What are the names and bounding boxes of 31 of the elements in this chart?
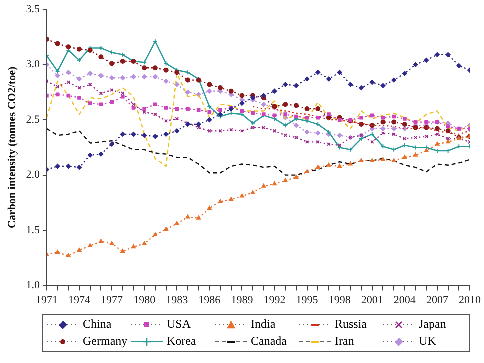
- y-axis-title: Carbon intensity (tonnes CO2/toe): [6, 66, 18, 229]
- x-tick-label: 1992: [264, 294, 286, 306]
- y-tick-label: 3.5: [26, 3, 40, 16]
- legend-label: Korea: [167, 334, 196, 349]
- x-tick-label: 1986: [198, 294, 222, 306]
- y-tick-label: 1.5: [26, 224, 40, 236]
- x-tick-label: 1983: [166, 294, 189, 306]
- legend-label: UK: [419, 334, 436, 349]
- legend-label: Canada: [251, 334, 287, 349]
- legend-label: Russia: [335, 317, 368, 332]
- y-tick-label: 3.0: [26, 58, 40, 71]
- x-tick-label: 1977: [101, 294, 124, 306]
- x-tick-label: 2001: [361, 294, 384, 306]
- y-tick-label: 2.5: [26, 114, 40, 126]
- x-tick-label: 1980: [134, 294, 156, 306]
- x-tick-label: 1974: [68, 294, 91, 306]
- x-tick-label: 2010: [459, 294, 482, 306]
- y-tick-label: 1.0: [26, 280, 40, 292]
- x-tick-label: 2007: [426, 294, 449, 306]
- x-tick-label: 1989: [231, 294, 254, 306]
- legend-label: China: [83, 317, 112, 332]
- x-tick-label: 1995: [296, 294, 319, 306]
- legend-label: USA: [167, 317, 192, 332]
- legend-label: Japan: [419, 317, 446, 332]
- x-tick-label: 1971: [36, 294, 58, 306]
- y-tick-label: 2.0: [26, 169, 40, 182]
- x-tick-label: 2004: [394, 294, 416, 306]
- legend-label: Iran: [335, 334, 354, 349]
- legend-label: Germany: [83, 334, 128, 349]
- x-tick-label: 1998: [328, 294, 352, 306]
- legend-label: India: [251, 317, 276, 332]
